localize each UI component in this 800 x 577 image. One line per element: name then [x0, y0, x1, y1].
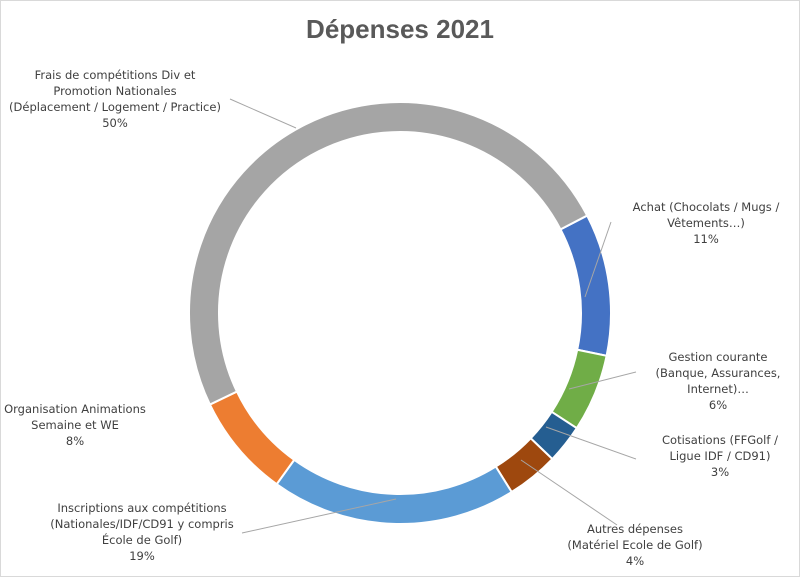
doughnut-slice-4	[275, 458, 514, 525]
data-label-text: (Banque, Assurances,	[655, 366, 781, 380]
leader-line-2	[545, 426, 637, 460]
data-label-text: Vêtements…)	[667, 216, 745, 230]
chart-title: Dépenses 2021	[306, 14, 494, 44]
leader-line-0	[584, 221, 612, 298]
data-label-text: Inscriptions aux compétitions	[57, 501, 227, 515]
leader-line-1	[568, 371, 637, 390]
data-label-text: Gestion courante	[668, 350, 768, 364]
data-label-text: Frais de compétitions Div et	[34, 68, 196, 82]
data-label-2: Cotisations (FFGolf / Ligue IDF / CD91) 3%	[570, 432, 800, 480]
data-label-text: (Nationales/IDF/CD91 y compris	[50, 517, 234, 531]
leader-line-6	[229, 98, 297, 129]
data-label-percent: 19%	[129, 549, 155, 563]
data-label-percent: 11%	[693, 232, 719, 246]
data-label-text: (Déplacement / Logement / Practice)	[9, 100, 221, 114]
data-label-text: Cotisations (FFGolf /	[662, 433, 778, 447]
data-label-text: Promotion Nationales	[53, 84, 177, 98]
data-label-percent: 4%	[625, 554, 645, 568]
data-label-text: Ligue IDF / CD91)	[669, 449, 771, 463]
data-label-3: Autres dépenses (Matériel Ecole de Golf) 4…	[485, 521, 785, 569]
leader-line-3	[520, 459, 618, 526]
data-label-percent: 50%	[102, 116, 128, 130]
data-label-text: École de Golf)	[101, 533, 183, 547]
data-label-text: Autres dépenses	[587, 522, 683, 536]
data-label-text: Semaine et WE	[31, 418, 119, 432]
data-label-text: Organisation Animations	[4, 402, 146, 416]
data-label-4: Inscriptions aux compétitions (Nationales…	[0, 500, 292, 564]
data-label-6: Frais de compétitions Div et Promotion Na…	[0, 67, 265, 131]
doughnut-slice-6	[188, 101, 589, 406]
data-label-text: (Matériel Ecole de Golf)	[567, 538, 703, 552]
data-label-1: Gestion courante (Banque, Assurances, Inte…	[568, 349, 800, 413]
data-label-text: Internet)…	[687, 382, 749, 396]
data-label-text: Achat (Chocolats / Mugs /	[632, 200, 780, 214]
data-label-percent: 3%	[710, 465, 730, 479]
data-label-percent: 8%	[65, 434, 85, 448]
data-label-5: Organisation Animations Semaine et WE 8%	[0, 401, 225, 449]
leader-line-4	[241, 498, 397, 534]
data-label-percent: 6%	[708, 398, 728, 412]
data-label-0: Achat (Chocolats / Mugs / Vêtements…) 11%	[556, 199, 800, 247]
